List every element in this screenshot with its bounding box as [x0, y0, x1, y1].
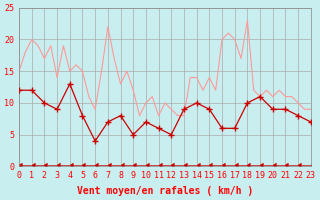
X-axis label: Vent moyen/en rafales ( km/h ): Vent moyen/en rafales ( km/h ) [77, 186, 253, 196]
